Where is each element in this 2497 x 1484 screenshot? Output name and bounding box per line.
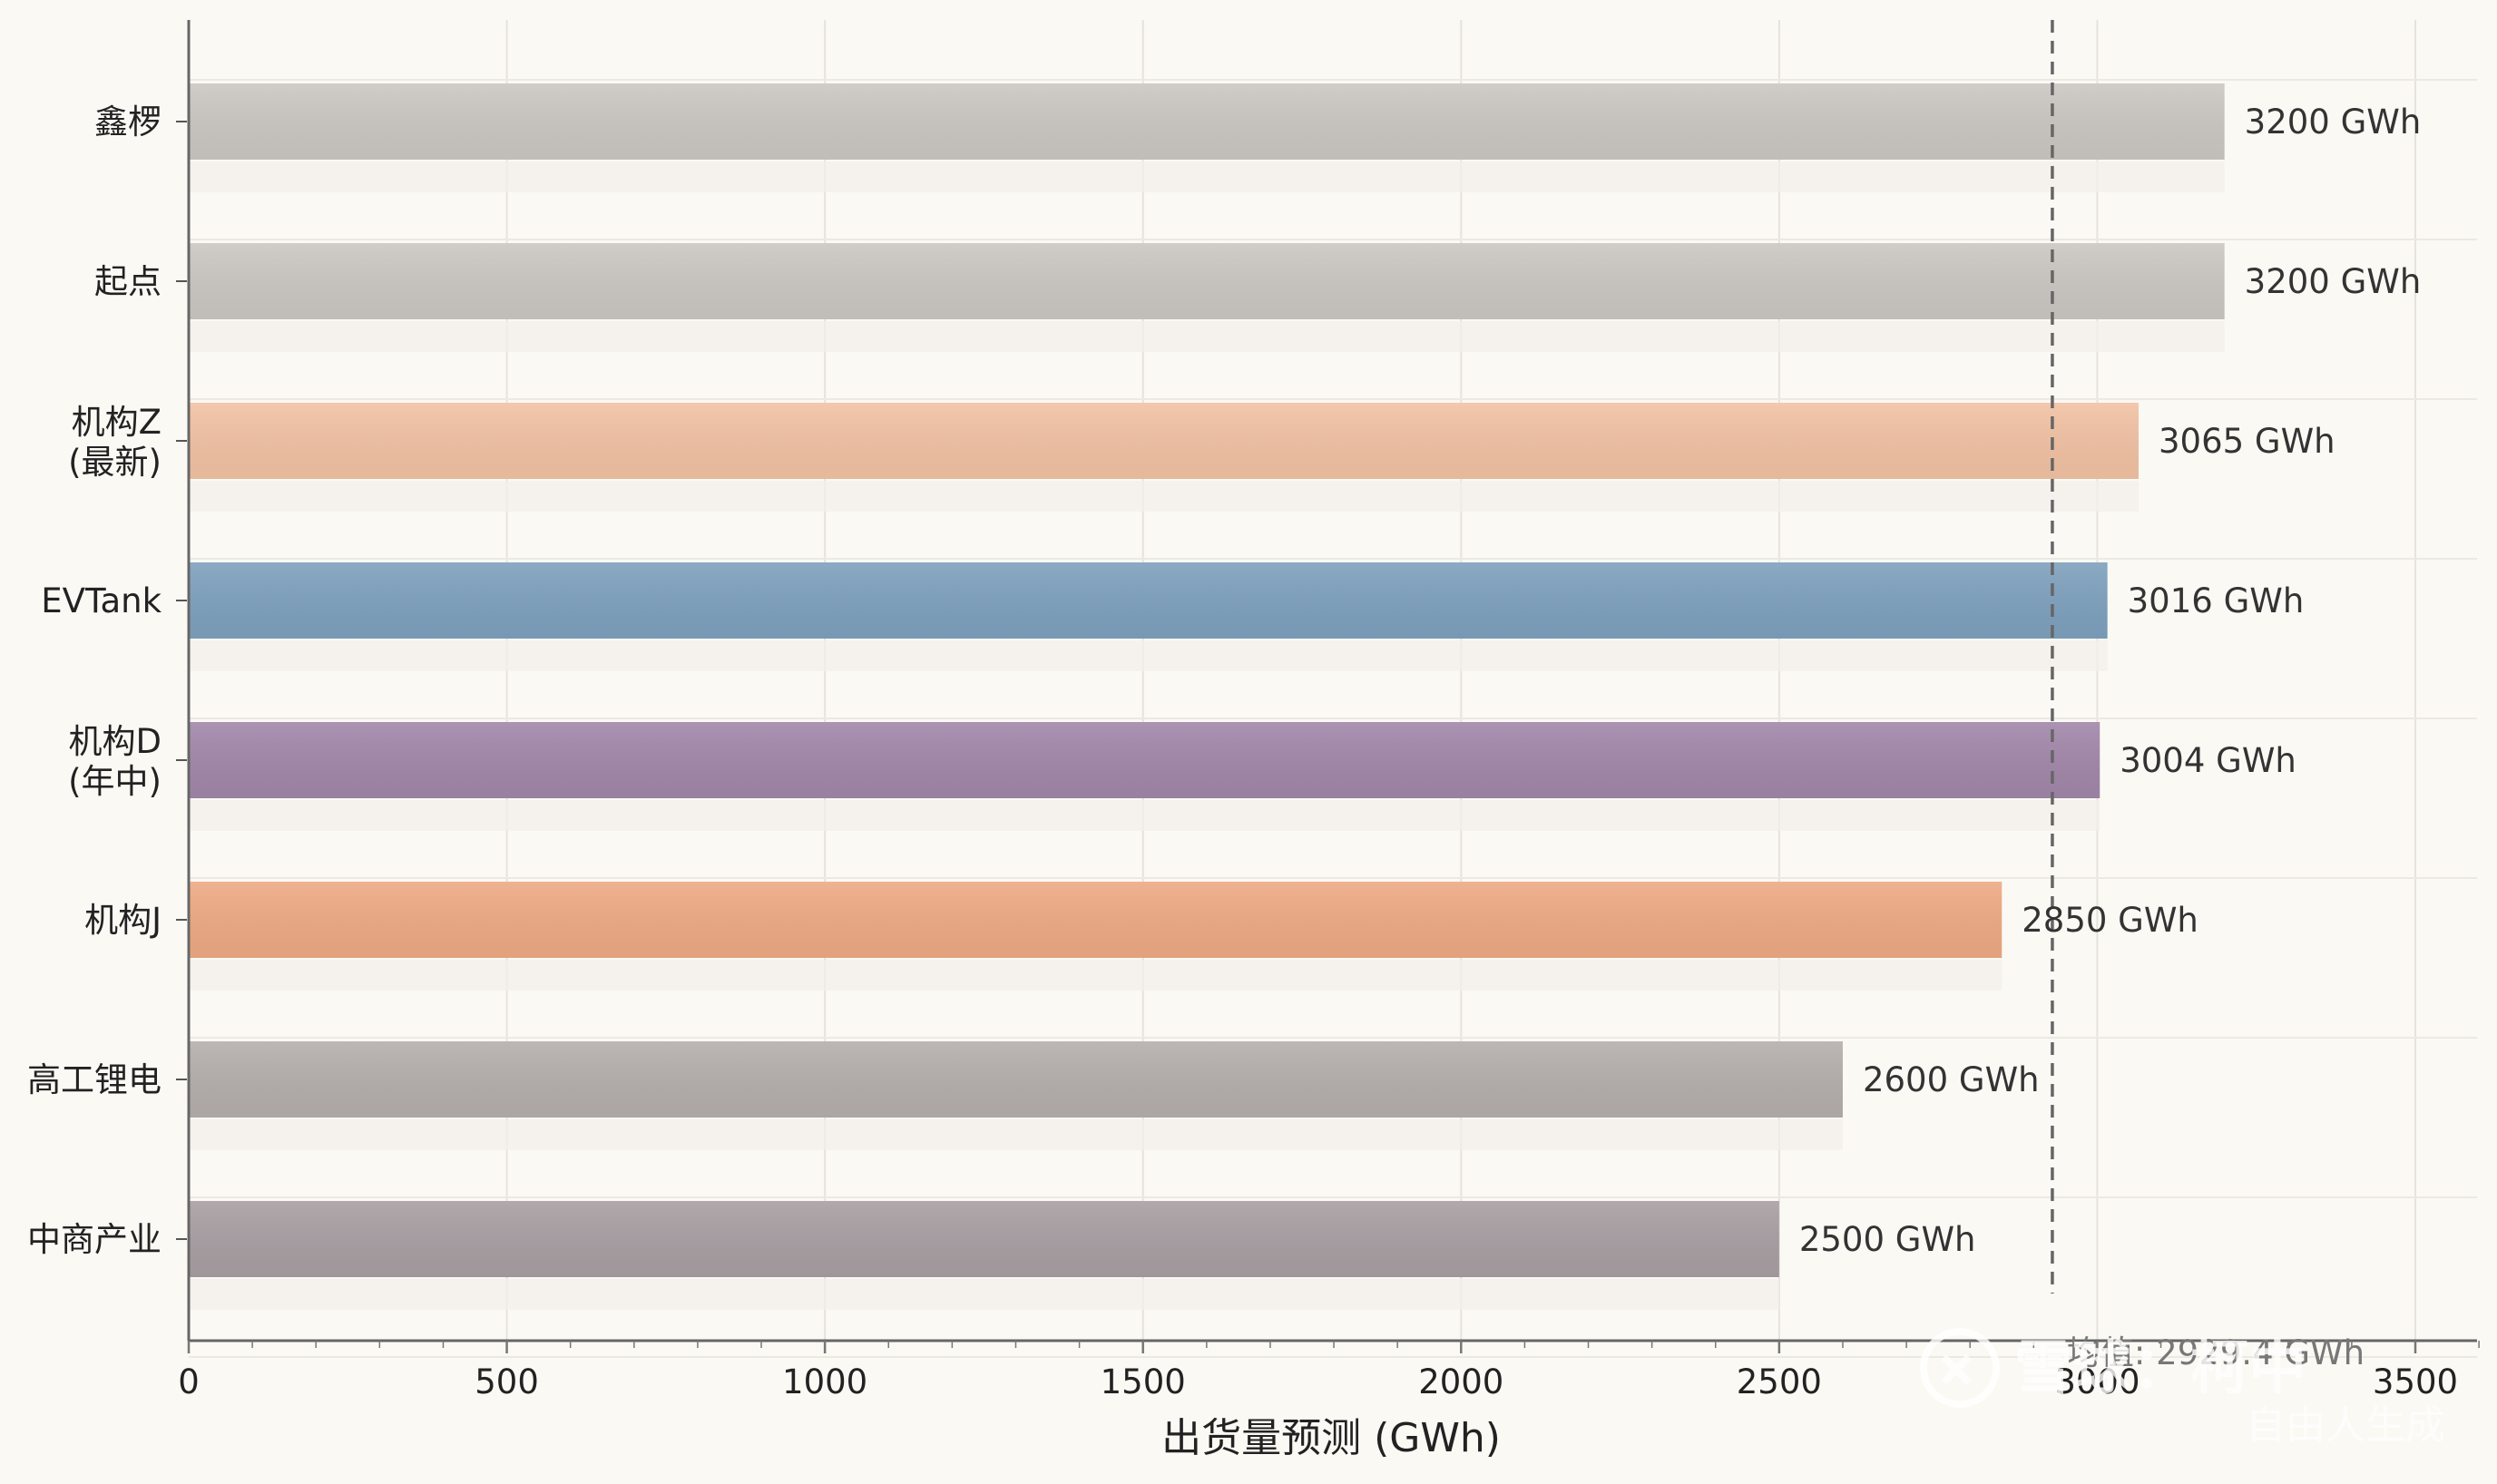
- bar-sheen: [189, 562, 2108, 639]
- snowball-logo-mark: [1941, 1354, 1972, 1385]
- x-axis-title: 出货量预测 (GWh): [1161, 1415, 1501, 1461]
- bar-sheen: [189, 882, 2002, 958]
- snowball-logo-icon: [1920, 1328, 2000, 1408]
- bar-sheen: [189, 1041, 1843, 1118]
- data-label: 3016 GWh: [2128, 581, 2305, 620]
- bar-shadow: [189, 1279, 1779, 1310]
- bar-shadow: [189, 481, 2140, 512]
- category-label: 高工锂电: [27, 1060, 162, 1099]
- labels: 3200 GWh 鑫椤 3200 GWh 起点 3065 GWh 机构Z (最新) 3016 …: [27, 103, 2458, 1401]
- gridlines: [188, 20, 2477, 1358]
- category-label: 机构Z (最新): [68, 403, 162, 482]
- watermark: 雪球 ：柯中 自由人生成: [1920, 1328, 2445, 1449]
- category-label-line: 鑫椤: [94, 103, 162, 142]
- x-tick-label: 500: [475, 1362, 539, 1401]
- category-label: 机构J: [84, 901, 162, 940]
- category-label: EVTank: [41, 581, 162, 620]
- bar-sheen: [189, 722, 2100, 798]
- x-tick-label: 0: [178, 1362, 200, 1401]
- bar-shadow: [189, 640, 2108, 671]
- x-tick-label: 2000: [1418, 1362, 1503, 1401]
- data-label: 3200 GWh: [2245, 262, 2422, 301]
- x-tick-label: 3500: [2373, 1362, 2458, 1401]
- category-label-line: 机构J: [84, 901, 162, 940]
- bar-shadow: [189, 800, 2100, 831]
- watermark-brand: 雪球: [2014, 1335, 2131, 1402]
- data-label: 2850 GWh: [2022, 901, 2198, 940]
- bars: [189, 83, 2225, 1310]
- mean-line-label: 均值: 2929.4 GWh: [2067, 1333, 2365, 1372]
- bar-shadow: [189, 1119, 1843, 1150]
- x-tick-label: 1000: [782, 1362, 867, 1401]
- category-label-line: (年中): [68, 762, 162, 801]
- watermark-suffix: ：柯中: [2132, 1335, 2306, 1402]
- bar-shadow: [189, 161, 2225, 192]
- category-label: 机构D (年中): [68, 722, 162, 801]
- category-label-line: 起点: [94, 262, 162, 301]
- category-label-line: EVTank: [41, 581, 162, 620]
- watermark-sub: 自由人生成: [2246, 1402, 2445, 1449]
- category-label: 起点: [94, 262, 162, 301]
- data-label: 2500 GWh: [1799, 1220, 1976, 1259]
- category-label-line: 高工锂电: [27, 1060, 162, 1099]
- bar-sheen: [189, 243, 2225, 319]
- bar-sheen: [189, 1201, 1779, 1277]
- data-label: 3065 GWh: [2159, 422, 2335, 461]
- x-tick-label: 1500: [1101, 1362, 1186, 1401]
- category-label: 鑫椤: [94, 103, 162, 142]
- category-label-line: (最新): [68, 443, 162, 482]
- axes: [176, 20, 2480, 1353]
- category-label-line: 中商产业: [27, 1220, 162, 1259]
- bar-sheen: [189, 83, 2225, 160]
- x-tick-label: 2500: [1737, 1362, 1822, 1401]
- category-label-line: 机构Z: [72, 403, 162, 442]
- category-label-line: 机构D: [69, 722, 162, 761]
- bar-shadow: [189, 321, 2225, 352]
- x-tick-label: 3000: [2054, 1362, 2140, 1401]
- data-label: 2600 GWh: [1863, 1060, 2040, 1099]
- bar-sheen: [189, 403, 2140, 479]
- category-label: 中商产业: [27, 1220, 162, 1259]
- bar-shadow: [189, 960, 2002, 991]
- data-label: 3200 GWh: [2245, 103, 2422, 142]
- data-label: 3004 GWh: [2120, 741, 2296, 780]
